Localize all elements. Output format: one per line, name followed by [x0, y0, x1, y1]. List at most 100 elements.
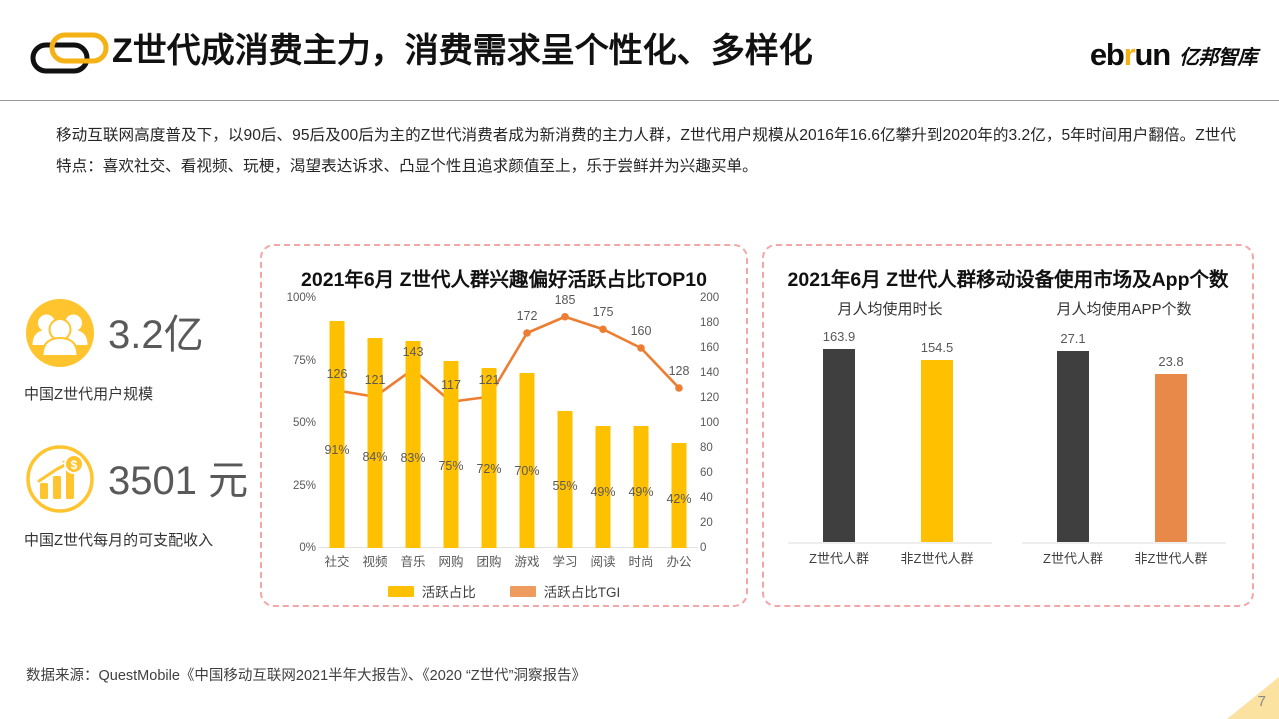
bar-value-label: 49%	[590, 485, 616, 499]
bar	[557, 410, 573, 548]
tgi-value-label: 143	[402, 345, 424, 360]
sub-bar-slot: 27.1	[1024, 330, 1122, 542]
left-axis-tick: 75%	[292, 354, 316, 367]
right-axis-tick: 40	[700, 492, 713, 504]
sub-bar-value-label: 163.9	[822, 328, 856, 344]
panel-title: 2021年6月 Z世代人群移动设备使用市场及App个数	[787, 269, 1229, 291]
ebrun-brand-logo: ebrun 亿邦智库	[1090, 37, 1258, 72]
bar	[405, 340, 421, 548]
legend-item[interactable]: 活跃占比TGI	[509, 581, 621, 601]
corner-triangle-shape	[1227, 677, 1279, 719]
bar	[595, 425, 611, 548]
chart-legend: 活跃占比 活跃占比TGI	[262, 581, 746, 601]
right-axis-tick: 140	[700, 367, 720, 379]
bar-value-label: 42%	[666, 492, 692, 506]
bar-slot: 84%	[356, 298, 394, 548]
bar-value-label: 75%	[438, 459, 464, 473]
category-label: 阅读	[590, 555, 616, 569]
chart-baseline	[318, 547, 698, 548]
bar-slot: 70%	[508, 298, 546, 548]
sub-bar	[1155, 373, 1187, 542]
sub-bar	[1057, 350, 1089, 542]
sub-bar-slot: 23.8	[1122, 330, 1220, 542]
stat-caption: 中国Z世代每月的可支配收入	[24, 532, 214, 549]
bar-value-label: 91%	[324, 443, 350, 457]
bar-slot: 75%	[432, 298, 470, 548]
legend-label: 活跃占比TGI	[543, 585, 621, 600]
left-axis-tick: 50%	[292, 417, 316, 429]
panel-device-usage: 2021年6月 Z世代人群移动设备使用市场及App个数 月人均使用时长 163.…	[762, 244, 1254, 607]
category-label: 游戏	[514, 555, 540, 569]
growth-chart-money-icon: $	[24, 443, 96, 520]
tgi-value-label: 185	[554, 292, 576, 307]
stat-block-monthly-income: $ 3501 元 中国Z世代每月的可支配收入	[24, 442, 249, 552]
people-group-icon	[24, 297, 96, 374]
right-axis-tick: 120	[700, 392, 720, 404]
bar-value-label: 70%	[514, 464, 540, 478]
slide-header: Z世代成消费主力，消费需求呈个性化、多样化 ebrun 亿邦智库	[0, 0, 1279, 101]
bar	[329, 320, 345, 548]
source-note: 数据来源：QuestMobile《中国移动互联网2021半年大报告》、《2020…	[26, 668, 586, 684]
right-axis-tick: 80	[700, 442, 713, 454]
ebrun-suffix: un	[1134, 37, 1172, 72]
category-label: 办公	[666, 555, 692, 569]
bar-value-label: 72%	[476, 462, 502, 476]
left-axis-tick: 25%	[292, 479, 316, 492]
left-axis-tick: 100%	[286, 292, 316, 304]
stat-block-user-scale: 3.2亿 中国Z世代用户规模	[24, 296, 246, 406]
right-axis-tick: 180	[700, 317, 720, 329]
sub-category-label: Z世代人群	[809, 551, 869, 566]
svg-text:$: $	[71, 458, 78, 472]
tgi-value-label: 121	[364, 372, 386, 387]
bar-slot: 55%	[546, 298, 584, 548]
legend-item[interactable]: 活跃占比	[387, 581, 476, 601]
legend-swatch	[387, 585, 414, 597]
sub-chart-baseline	[1022, 542, 1226, 544]
tgi-value-label: 117	[441, 377, 461, 392]
sub-chart-plot-area: 163.9 154.5	[782, 328, 998, 544]
stat-value: 3501 元	[108, 459, 249, 503]
tgi-value-label: 175	[592, 305, 614, 320]
bar	[367, 338, 383, 548]
stat-row: $ 3501 元	[24, 442, 249, 520]
tgi-value-label: 126	[326, 366, 348, 381]
bar-value-label: 49%	[628, 485, 654, 499]
sub-bar-slot: 163.9	[790, 328, 888, 542]
ebrun-chinese-name: 亿邦智库	[1179, 46, 1258, 69]
sub-bar-value-label: 23.8	[1158, 353, 1184, 369]
bar-value-label: 55%	[552, 479, 578, 493]
bar-value-label: 83%	[400, 451, 426, 465]
sub-chart-monthly-duration: 月人均使用时长 163.9 154.5 Z世代人群 非Z世代人群	[782, 298, 998, 598]
header-divider	[0, 100, 1279, 101]
right-axis-tick: 100	[700, 417, 720, 429]
legend-swatch	[509, 585, 536, 597]
chart-plot-area: 91% 84% 83% 75% 72% 70% 55% 49% 49% 42% 126 121 143 1…	[318, 293, 698, 548]
bar	[481, 368, 497, 548]
sub-bar-value-label: 154.5	[920, 340, 954, 356]
right-axis-tick: 0	[700, 542, 707, 554]
stats-column: 3.2亿 中国Z世代用户规模 $ 3	[24, 296, 249, 588]
interests-chart: 0% 25% 50% 75% 100% 0 20 40 60 80 100 120 140 160 180…	[262, 292, 746, 603]
left-axis-tick: 0%	[299, 542, 316, 554]
bar	[443, 360, 459, 548]
sub-chart-monthly-app-count: 月人均使用APP个数 27.1 23.8 Z世代人群 非Z世代人群	[1016, 298, 1232, 598]
sub-bar	[823, 348, 855, 542]
chain-links-logo-icon	[30, 32, 112, 74]
stat-caption: 中国Z世代用户规模	[24, 386, 154, 403]
lead-paragraph: 移动互联网高度普及下，以90后、95后及00后为主的Z世代消费者成为新消费的主力…	[56, 127, 1236, 175]
sub-chart-title: 月人均使用时长	[837, 301, 943, 318]
page-number-badge: 7	[1227, 677, 1279, 719]
sub-category-label: Z世代人群	[1043, 551, 1103, 566]
bar-slot: 83%	[394, 298, 432, 548]
bar-value-label: 84%	[362, 450, 388, 464]
category-label: 视频	[362, 555, 388, 569]
category-label: 网购	[438, 555, 464, 569]
sub-chart-plot-area: 27.1 23.8	[1016, 330, 1232, 544]
bar-slot: 49%	[622, 298, 660, 548]
right-axis-tick: 20	[700, 517, 713, 529]
ebrun-accent-letter: r	[1123, 37, 1136, 72]
sub-category-label: 非Z世代人群	[1134, 551, 1208, 566]
bar-slot: 49%	[584, 298, 622, 548]
sub-bar	[921, 360, 953, 542]
